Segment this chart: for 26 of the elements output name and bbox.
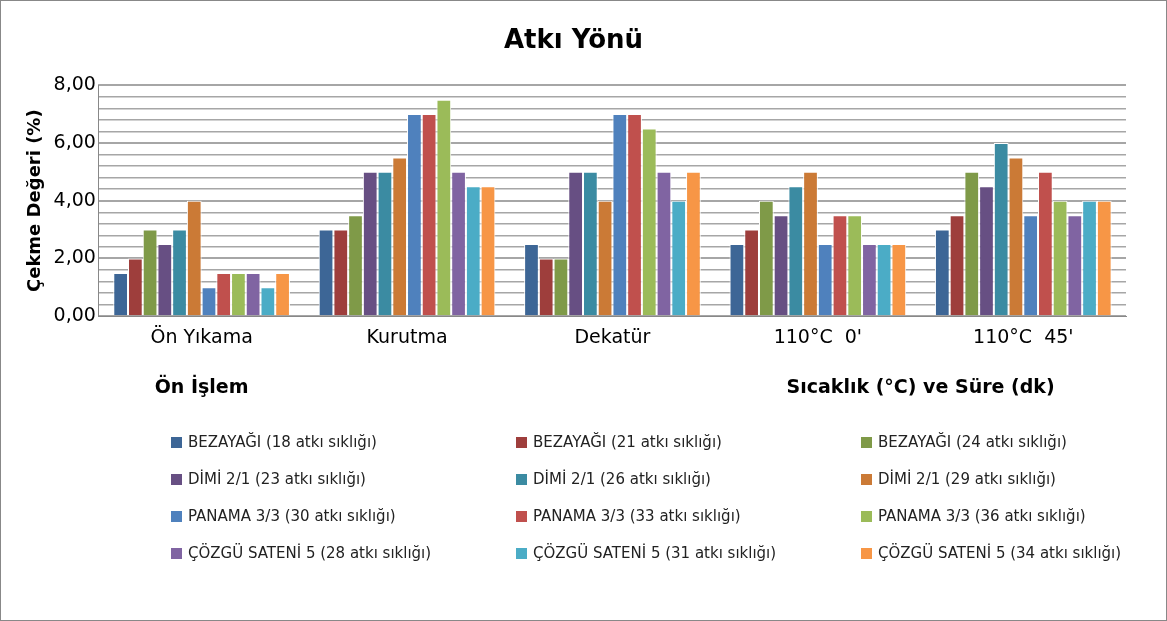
y-axis-title: Çekme Değeri (%) [23,109,45,293]
text: Ön İşlem [154,374,249,398]
legend-label: ÇÖZGÜ SATENİ 5 (34 atkı sıklığı) [877,544,1123,562]
legend-label: PANAMA 3/3 (30 atkı sıklığı) [187,507,397,525]
legend-label: DİMİ 2/1 (26 atkı sıklığı) [532,470,712,488]
x-tick-label: 110°C 0' [773,324,863,347]
legend-label: ÇÖZGÜ SATENİ 5 (28 atkı sıklığı) [187,544,433,562]
legend-label: BEZAYAĞI (18 atkı sıklığı) [187,433,378,451]
x-tick-label: 110°C 45' [973,324,1074,347]
legend-label: PANAMA 3/3 (36 atkı sıklığı) [877,507,1087,525]
legend-label: BEZAYAĞI (21 atkı sıklığı) [532,433,723,451]
legend-label: ÇÖZGÜ SATENİ 5 (31 atkı sıklığı) [532,544,778,562]
y-tick-label: 2,00 [53,245,96,268]
y-tick-label: 8,00 [53,72,96,95]
y-tick-label: 4,00 [53,187,96,210]
legend-label: PANAMA 3/3 (33 atkı sıklığı) [532,507,742,525]
chart-title: Atkı Yönü [503,24,644,55]
legend-label: BEZAYAĞI (24 atkı sıklığı) [877,433,1068,451]
y-tick-label: 0,00 [53,303,96,326]
text: Sıcaklık (°C) ve Süre (dk) [786,375,1055,398]
legend-label: DİMİ 2/1 (29 atkı sıklığı) [877,470,1057,488]
y-tick-label: 6,00 [53,129,96,152]
x-tick-label: Ön Yıkama [150,324,253,347]
legend-label: DİMİ 2/1 (23 atkı sıklığı) [187,470,367,488]
x-tick-label: Dekatür [574,324,651,347]
x-tick-label: Kurutma [366,324,448,347]
